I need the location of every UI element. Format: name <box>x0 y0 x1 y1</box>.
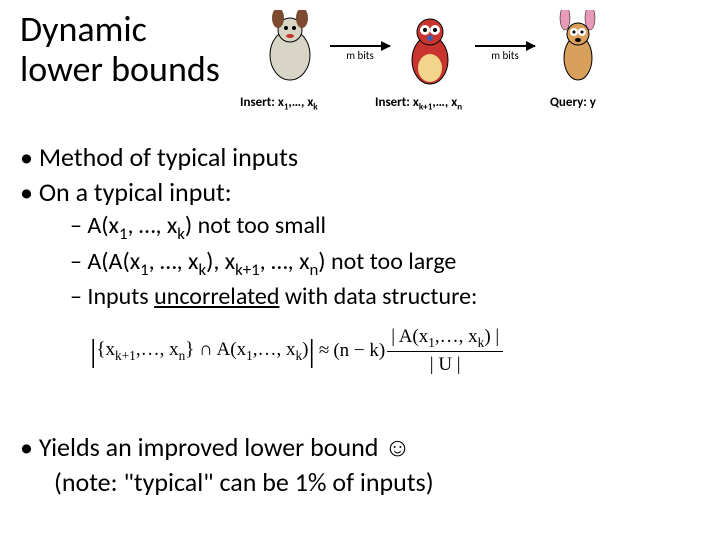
lower-bullet-1: Yields an improved lower bound ☺ <box>20 430 434 465</box>
sub-bullet-3: Inputs uncorrelated with data structure: <box>70 281 505 313</box>
cartoon-icon <box>260 10 320 90</box>
bullet-1: Method of typical inputs <box>20 140 505 175</box>
char3-label: Query: y <box>550 95 596 110</box>
char1-label: Insert: x1,…, xk <box>240 95 318 113</box>
arrow-1: m bits <box>330 45 390 62</box>
slide-title: Dynamic lower bounds <box>20 10 220 89</box>
formula: | {xk+1,…, xn} ∩ A(x1,…, xk) | ≈ (n − k)… <box>90 324 505 378</box>
bullet-2: On a typical input: <box>20 175 505 210</box>
lower-bullet-list: Yields an improved lower bound ☺ (note: … <box>20 430 434 500</box>
arrow-2: m bits <box>475 45 535 62</box>
bullet-list: Method of typical inputs On a typical in… <box>20 140 505 378</box>
sub-bullet-1: A(x1, …, xk) not too small <box>70 210 505 245</box>
lower-bullet-2: (note: "typical" can be 1% of inputs) <box>54 465 434 500</box>
character-1 <box>260 10 320 90</box>
cartoon-icon <box>550 10 610 90</box>
character-2 <box>400 10 460 90</box>
diagram-row: Insert: x1,…, xk m bits Insert: xk+1,…, … <box>260 10 710 130</box>
fraction: | A(x1,…, xk) | | U | <box>387 324 503 378</box>
title-line2: lower bounds <box>20 50 220 90</box>
char2-label: Insert: xk+1,…, xn <box>375 95 462 113</box>
sub-bullet-2: A(A(x1, …, xk), xk+1, …, xn) not too lar… <box>70 246 505 281</box>
character-3 <box>550 10 610 90</box>
title-line1: Dynamic <box>20 10 220 50</box>
cartoon-icon <box>400 10 460 90</box>
